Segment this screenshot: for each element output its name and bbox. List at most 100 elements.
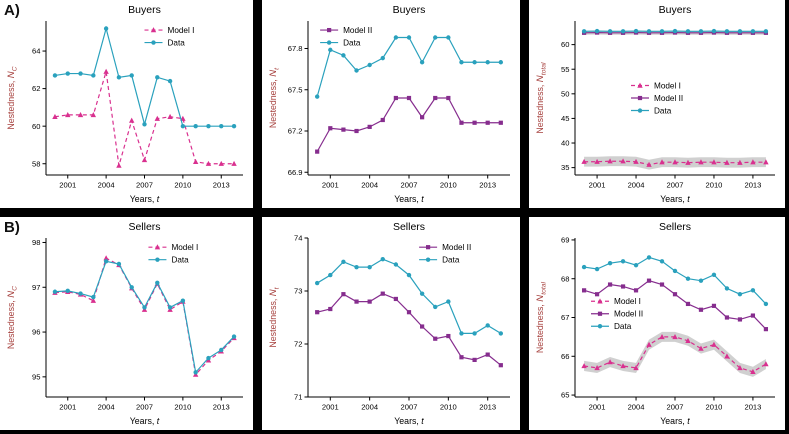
svg-text:35: 35: [561, 163, 569, 172]
svg-text:95: 95: [32, 372, 40, 381]
svg-text:2010: 2010: [174, 181, 191, 190]
chart-buyers-nc: 58 60 62 64 2001 2004 2007 2010 2013 Buyers Nested…: [6, 4, 243, 204]
svg-text:Model I: Model I: [614, 297, 641, 306]
svg-text:2007: 2007: [667, 403, 684, 412]
svg-text:Years, t: Years, t: [130, 194, 160, 204]
svg-text:62: 62: [32, 84, 40, 93]
svg-text:73: 73: [294, 287, 302, 296]
svg-text:2004: 2004: [361, 181, 378, 190]
svg-text:Nestedness, NC: Nestedness, NC: [6, 66, 19, 129]
svg-text:Data: Data: [343, 38, 361, 47]
svg-text:2004: 2004: [628, 403, 645, 412]
svg-text:Sellers: Sellers: [659, 221, 691, 233]
svg-text:Sellers: Sellers: [393, 221, 425, 233]
chart-panel-buyers-nt: 66.9 67.2 67.5 67.8 2001 2004 2007 2010 2013 Buye…: [262, 0, 520, 208]
svg-text:2001: 2001: [322, 403, 339, 412]
svg-text:2004: 2004: [98, 181, 115, 190]
svg-text:2010: 2010: [706, 403, 723, 412]
chart-buyers-nt: 66.9 67.2 67.5 67.8 2001 2004 2007 2010 2013 Buye…: [268, 4, 510, 204]
svg-text:2007: 2007: [401, 403, 418, 412]
svg-text:67.5: 67.5: [288, 85, 303, 94]
svg-text:Model II: Model II: [654, 94, 683, 103]
svg-text:2001: 2001: [589, 403, 606, 412]
svg-text:58: 58: [32, 159, 40, 168]
svg-text:2001: 2001: [59, 181, 76, 190]
svg-text:Years, t: Years, t: [660, 194, 690, 204]
svg-text:98: 98: [32, 238, 40, 247]
svg-text:Model I: Model I: [168, 26, 195, 35]
svg-text:68: 68: [561, 274, 569, 283]
chart-panel-buyers-ntotal: 35 40 45 50 55 60 2001 2004 2007 2010 2013 Buyers Ne…: [529, 0, 785, 208]
chart-panel-sellers-ntotal: 65 66 67 68 69 2001 2004 2007 2010 2013 Sellers Nes…: [529, 217, 785, 430]
svg-text:Sellers: Sellers: [128, 221, 160, 233]
svg-text:Model I: Model I: [654, 81, 681, 90]
svg-text:2007: 2007: [136, 181, 153, 190]
svg-text:2001: 2001: [59, 403, 76, 412]
svg-text:97: 97: [32, 283, 40, 292]
svg-text:2013: 2013: [479, 403, 496, 412]
svg-text:2013: 2013: [479, 181, 496, 190]
svg-text:2001: 2001: [589, 181, 606, 190]
svg-text:96: 96: [32, 328, 40, 337]
chart-sellers-nc: 95 96 97 98 2001 2004 2007 2010 2013 Sellers Neste…: [6, 221, 243, 426]
svg-text:66: 66: [561, 352, 569, 361]
panel-label-b: B): [4, 219, 20, 236]
svg-text:Model II: Model II: [442, 243, 471, 252]
svg-text:Data: Data: [442, 256, 460, 265]
svg-text:69: 69: [561, 236, 569, 245]
svg-text:2010: 2010: [706, 181, 723, 190]
svg-text:Nestedness, Ntotal: Nestedness, Ntotal: [535, 62, 548, 134]
chart-buyers-ntotal: 35 40 45 50 55 60 2001 2004 2007 2010 2013 Buyers Ne…: [535, 4, 775, 204]
svg-text:Model I: Model I: [171, 243, 198, 252]
svg-text:2007: 2007: [136, 403, 153, 412]
svg-text:66.9: 66.9: [288, 168, 303, 177]
svg-text:2010: 2010: [440, 403, 457, 412]
svg-text:71: 71: [294, 393, 302, 402]
svg-text:Model II: Model II: [614, 310, 643, 319]
svg-text:Buyers: Buyers: [659, 4, 692, 16]
svg-text:50: 50: [561, 89, 569, 98]
svg-text:Buyers: Buyers: [393, 4, 426, 16]
svg-text:Nestedness, Ntotal: Nestedness, Ntotal: [535, 281, 548, 353]
svg-text:2004: 2004: [361, 403, 378, 412]
svg-text:Data: Data: [171, 256, 189, 265]
svg-text:65: 65: [561, 391, 569, 400]
svg-text:67.2: 67.2: [288, 127, 303, 136]
svg-text:67.8: 67.8: [288, 44, 303, 53]
svg-text:2004: 2004: [628, 181, 645, 190]
svg-text:Years, t: Years, t: [394, 194, 424, 204]
chart-panel-sellers-nt: 71 72 73 74 2001 2004 2007 2010 2013 Sellers Neste…: [262, 217, 520, 430]
svg-text:Data: Data: [614, 322, 632, 331]
svg-text:2013: 2013: [213, 181, 230, 190]
svg-text:2004: 2004: [98, 403, 115, 412]
svg-text:2007: 2007: [667, 181, 684, 190]
svg-text:Years, t: Years, t: [394, 416, 424, 426]
svg-text:2001: 2001: [322, 181, 339, 190]
svg-text:Data: Data: [168, 38, 186, 47]
svg-text:Years, t: Years, t: [130, 416, 160, 426]
chart-panel-sellers-nc: 95 96 97 98 2001 2004 2007 2010 2013 Sellers Neste…: [0, 217, 253, 430]
svg-text:Data: Data: [654, 106, 672, 115]
panel-label-a: A): [4, 2, 20, 19]
svg-text:60: 60: [32, 122, 40, 131]
svg-text:2013: 2013: [744, 403, 761, 412]
svg-text:2013: 2013: [213, 403, 230, 412]
svg-text:40: 40: [561, 139, 569, 148]
chart-panel-buyers-nc: 58 60 62 64 2001 2004 2007 2010 2013 Buyers Nested…: [0, 0, 253, 208]
svg-text:45: 45: [561, 114, 569, 123]
svg-text:64: 64: [32, 47, 40, 56]
svg-text:74: 74: [294, 234, 302, 243]
svg-text:Nestedness, Nt: Nestedness, Nt: [268, 286, 281, 347]
svg-text:Nestedness, NC: Nestedness, NC: [6, 286, 19, 349]
svg-text:Buyers: Buyers: [128, 4, 161, 16]
svg-text:55: 55: [561, 65, 569, 74]
svg-text:2007: 2007: [401, 181, 418, 190]
svg-text:60: 60: [561, 40, 569, 49]
svg-text:2010: 2010: [440, 181, 457, 190]
chart-sellers-nt: 71 72 73 74 2001 2004 2007 2010 2013 Sellers Neste…: [268, 221, 510, 426]
svg-text:Years, t: Years, t: [660, 416, 690, 426]
svg-text:2013: 2013: [744, 181, 761, 190]
svg-text:67: 67: [561, 313, 569, 322]
svg-text:Nestedness, Nt: Nestedness, Nt: [268, 67, 281, 128]
